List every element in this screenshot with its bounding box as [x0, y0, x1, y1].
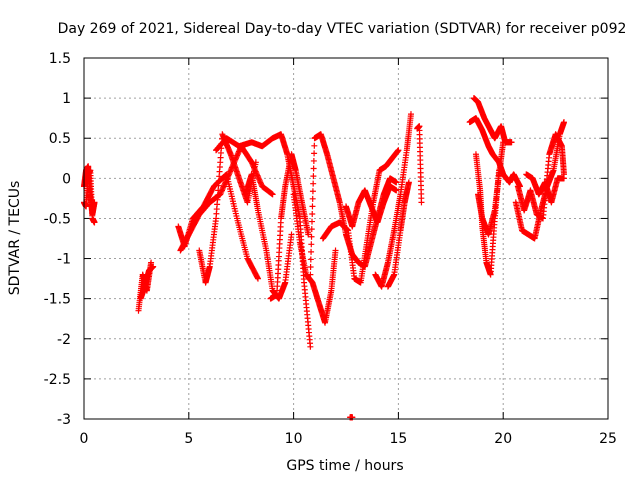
data-point-marker	[307, 264, 314, 271]
x-tick-label: 0	[80, 431, 89, 447]
y-tick-label: -2.5	[44, 372, 71, 388]
data-points	[81, 95, 567, 421]
data-point-marker	[254, 275, 261, 282]
axis-ticks: -3 -2.5 -2 -1.5 -1 -0.5 0 0.5 1 1.5 0 5 10 15 20 25	[44, 51, 617, 447]
y-tick-label: 0.5	[49, 131, 71, 147]
data-point-marker	[307, 343, 314, 350]
data-point-marker	[308, 226, 315, 233]
data-point-marker	[310, 165, 317, 172]
data-point-marker	[508, 139, 515, 146]
data-point-marker	[332, 247, 339, 254]
data-point-marker	[311, 150, 318, 157]
data-point-marker	[91, 219, 98, 226]
x-axis-label: GPS time / hours	[286, 458, 403, 474]
data-point-marker	[309, 195, 316, 202]
x-tick-label: 20	[494, 431, 512, 447]
data-point-marker	[308, 241, 315, 248]
data-point-marker	[269, 191, 276, 198]
data-point-marker	[310, 157, 317, 164]
data-point-marker	[393, 179, 400, 186]
x-tick-label: 15	[389, 431, 407, 447]
y-tick-label: 0	[62, 171, 71, 187]
data-point-marker	[418, 199, 425, 206]
y-tick-label: -1.5	[44, 292, 71, 308]
x-tick-label: 25	[599, 431, 617, 447]
data-point-marker	[288, 231, 295, 238]
data-point-marker	[308, 248, 315, 255]
data-point-marker	[395, 147, 402, 154]
data-point-marker	[560, 119, 567, 126]
plot-frame	[83, 57, 609, 420]
y-axis-label: SDTVAR / TECUs	[7, 181, 23, 296]
y-tick-label: -2	[57, 332, 71, 348]
data-point-marker	[150, 263, 157, 270]
y-tick-label: 1	[62, 91, 71, 107]
data-point-marker	[307, 271, 314, 278]
data-point-marker	[305, 231, 312, 238]
y-tick-label: -1	[57, 252, 71, 268]
data-point-marker	[405, 179, 412, 186]
data-point-marker	[309, 188, 316, 195]
y-tick-label: 1.5	[49, 51, 71, 67]
data-point-marker	[307, 256, 314, 263]
data-point-marker	[310, 180, 317, 187]
data-point-marker	[309, 203, 316, 210]
data-point-marker	[500, 139, 507, 146]
data-point-marker	[407, 111, 414, 118]
y-tick-label: -3	[57, 412, 71, 428]
data-point-marker	[308, 233, 315, 240]
y-tick-label: -0.5	[44, 211, 71, 227]
data-point-marker	[148, 259, 155, 266]
x-tick-label: 10	[285, 431, 303, 447]
data-point-marker	[252, 159, 259, 166]
x-tick-label: 5	[184, 431, 193, 447]
data-point-marker	[311, 142, 318, 149]
data-point-marker	[308, 218, 315, 225]
data-point-marker	[560, 175, 567, 182]
chart-title: Day 269 of 2021, Sidereal Day-to-day VTE…	[58, 21, 627, 37]
data-point-marker	[393, 187, 400, 194]
data-point-marker	[310, 173, 317, 180]
data-point-marker	[309, 210, 316, 217]
